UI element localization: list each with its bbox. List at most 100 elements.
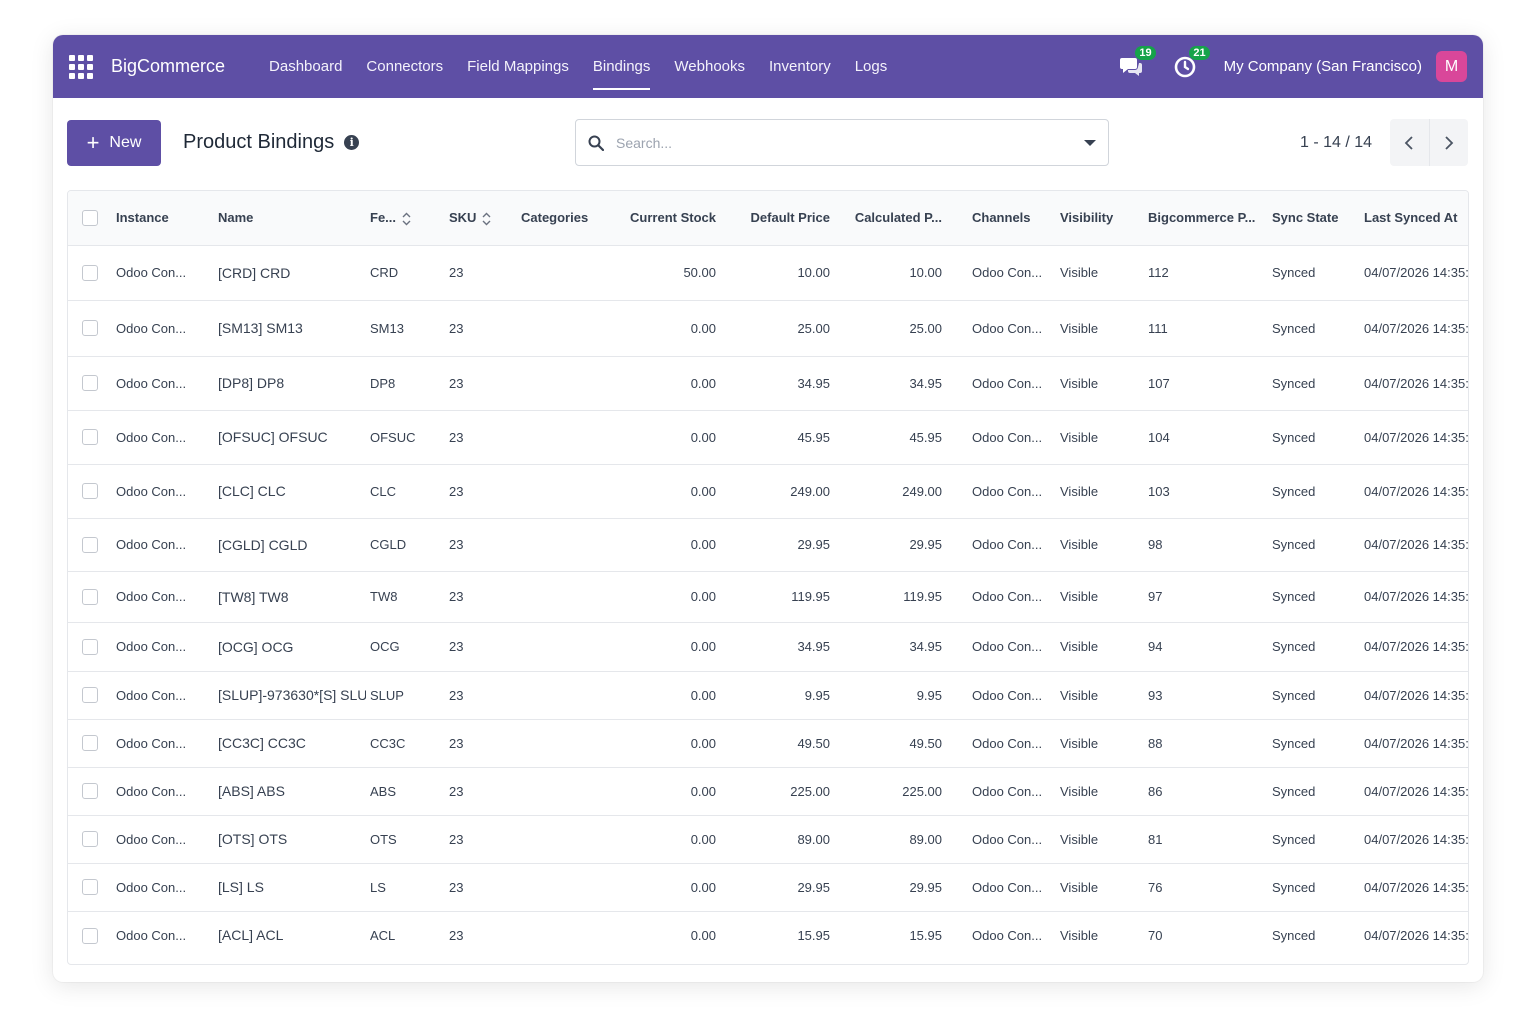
cell-instance: Odoo Con... bbox=[116, 429, 187, 445]
menu-item-webhooks[interactable]: Webhooks bbox=[674, 58, 746, 75]
cell-bigcommerce-product: 86 bbox=[1148, 783, 1163, 799]
column-header-visibility[interactable]: Visibility bbox=[1060, 210, 1114, 226]
table-row[interactable]: Odoo Con... [CC3C] CC3C CC3C 23 0.00 49.50 49.… bbox=[68, 719, 1468, 767]
row-select-checkbox[interactable] bbox=[82, 927, 98, 944]
row-select-checkbox[interactable] bbox=[82, 588, 98, 605]
table-row[interactable]: Odoo Con... [OTS] OTS OTS 23 0.00 89.00 89.00 O… bbox=[68, 815, 1468, 863]
apps-grid-icon[interactable] bbox=[69, 54, 93, 79]
column-header-fe[interactable]: Fe... bbox=[366, 191, 445, 245]
cell-bigcommerce-product: 70 bbox=[1148, 927, 1163, 943]
pager-previous-button[interactable] bbox=[1390, 119, 1429, 166]
column-header-calculated-price[interactable]: Calculated P... bbox=[854, 210, 942, 226]
table-row[interactable]: Odoo Con... [SM13] SM13 SM13 23 0.00 25.00 25.… bbox=[68, 300, 1468, 356]
cell-name: [OTS] OTS bbox=[218, 831, 288, 847]
cell-visibility: Visible bbox=[1060, 589, 1099, 604]
table-row[interactable]: Odoo Con... [CRD] CRD CRD 23 50.00 10.00 10.00… bbox=[68, 245, 1468, 300]
user-avatar[interactable]: M bbox=[1436, 51, 1467, 82]
table-body: Odoo Con... [CRD] CRD CRD 23 50.00 10.00 10.00… bbox=[68, 245, 1469, 959]
cell-sync-state: Synced bbox=[1272, 783, 1316, 799]
cell-fe: CRD bbox=[370, 265, 399, 280]
pager-value[interactable]: 1 - 14 / 14 bbox=[1300, 134, 1373, 151]
cell-sku: 23 bbox=[449, 429, 464, 445]
column-header-default-price[interactable]: Default Price bbox=[750, 210, 830, 226]
cell-sync-state: Synced bbox=[1272, 320, 1316, 336]
company-switcher[interactable]: My Company (San Francisco) bbox=[1223, 58, 1422, 75]
cell-categories bbox=[517, 767, 615, 815]
cell-last-synced-at: 04/07/2026 14:35:35 bbox=[1364, 429, 1469, 445]
row-select-checkbox[interactable] bbox=[82, 483, 98, 500]
table-row[interactable]: Odoo Con... [ACL] ACL ACL 23 0.00 15.95 15.95 O… bbox=[68, 911, 1468, 959]
row-select-checkbox[interactable] bbox=[82, 429, 98, 446]
menu-item-inventory[interactable]: Inventory bbox=[769, 58, 831, 75]
cell-sku: 23 bbox=[449, 687, 464, 703]
top-navbar: BigCommerce Dashboard Connectors Field M… bbox=[53, 35, 1483, 98]
column-header-sync-state[interactable]: Sync State bbox=[1272, 210, 1339, 226]
app-brand[interactable]: BigCommerce bbox=[111, 56, 226, 76]
cell-sku: 23 bbox=[449, 483, 464, 499]
table-row[interactable]: Odoo Con... [LS] LS LS 23 0.00 29.95 29.95 Odoo… bbox=[68, 863, 1468, 911]
cell-categories bbox=[517, 815, 615, 863]
row-select-checkbox[interactable] bbox=[82, 264, 98, 281]
cell-last-synced-at: 04/07/2026 14:35:32 bbox=[1364, 537, 1469, 552]
column-header-name[interactable]: Name bbox=[218, 210, 254, 226]
cell-calculated-price: 225.00 bbox=[902, 783, 942, 799]
table-row[interactable]: Odoo Con... [TW8] TW8 TW8 23 0.00 119.95 119.9… bbox=[68, 571, 1468, 622]
row-select-checkbox[interactable] bbox=[82, 735, 98, 752]
column-header-bigcommerce-product[interactable]: Bigcommerce P... bbox=[1148, 210, 1256, 226]
row-select-checkbox[interactable] bbox=[82, 879, 98, 896]
column-header-sku[interactable]: SKU bbox=[445, 191, 517, 245]
menu-item-logs[interactable]: Logs bbox=[854, 58, 888, 75]
row-select-checkbox[interactable] bbox=[82, 375, 98, 392]
table-row[interactable]: Odoo Con... [OFSUC] OFSUC OFSUC 23 0.00 45.95… bbox=[68, 410, 1469, 464]
table-row[interactable]: Odoo Con... [SLUP]-973630*[S] SLUP SLUP 23 0… bbox=[68, 671, 1468, 719]
cell-categories bbox=[517, 245, 615, 300]
cell-name: [SLUP]-973630*[S] SLUP bbox=[218, 687, 366, 703]
row-select-checkbox[interactable] bbox=[82, 831, 98, 848]
menu-item-dashboard[interactable]: Dashboard bbox=[269, 58, 343, 75]
column-header-instance[interactable]: Instance bbox=[116, 210, 169, 226]
cell-bigcommerce-product: 76 bbox=[1148, 879, 1163, 895]
row-select-checkbox[interactable] bbox=[82, 638, 98, 655]
row-select-checkbox[interactable] bbox=[82, 687, 98, 704]
table-row[interactable]: Odoo Con... [DP8] DP8 DP8 23 0.00 34.95 34.95 O… bbox=[68, 356, 1468, 410]
cell-visibility: Visible bbox=[1060, 375, 1099, 391]
cell-last-synced-at: 04/07/2026 14:35:33 bbox=[1364, 483, 1469, 499]
menu-item-connectors[interactable]: Connectors bbox=[366, 58, 444, 75]
cell-calculated-price: 29.95 bbox=[909, 879, 942, 895]
new-button[interactable]: + New bbox=[67, 120, 161, 166]
cell-fe: SM13 bbox=[370, 320, 404, 336]
search-options-toggle-icon[interactable] bbox=[1084, 139, 1096, 146]
clock-icon[interactable]: 21 bbox=[1170, 45, 1210, 82]
info-icon[interactable]: i bbox=[344, 135, 360, 150]
column-header-channels[interactable]: Channels bbox=[972, 210, 1031, 226]
app-window: BigCommerce Dashboard Connectors Field M… bbox=[53, 35, 1483, 982]
cell-visibility: Visible bbox=[1060, 735, 1099, 751]
cell-categories bbox=[517, 464, 615, 518]
cell-sync-state: Synced bbox=[1272, 265, 1316, 280]
table-row[interactable]: Odoo Con... [OCG] OCG OCG 23 0.00 34.95 34.95 O… bbox=[68, 622, 1469, 671]
pager-next-button[interactable] bbox=[1428, 119, 1469, 166]
cell-last-synced-at: 04/07/2026 14:35:30 bbox=[1364, 639, 1469, 654]
table-row[interactable]: Odoo Con... [CLC] CLC CLC 23 0.00 249.00 249.0… bbox=[68, 464, 1469, 518]
cell-sync-state: Synced bbox=[1272, 687, 1316, 703]
menu-item-bindings[interactable]: Bindings bbox=[581, 35, 663, 98]
row-select-checkbox[interactable] bbox=[82, 536, 98, 553]
menu-item-field-mappings[interactable]: Field Mappings bbox=[467, 58, 569, 75]
chat-icon[interactable]: 19 bbox=[1116, 45, 1156, 82]
column-header-current-stock[interactable]: Current Stock bbox=[630, 210, 716, 226]
cell-sync-state: Synced bbox=[1272, 375, 1316, 391]
search-input[interactable] bbox=[616, 134, 1084, 151]
column-header-categories[interactable]: Categories bbox=[521, 210, 589, 226]
cell-sku: 23 bbox=[449, 831, 464, 847]
cell-sync-state: Synced bbox=[1272, 537, 1316, 552]
column-header-last-synced-at[interactable]: Last Synced At bbox=[1364, 210, 1458, 226]
table-row[interactable]: Odoo Con... [ABS] ABS ABS 23 0.00 225.00 225.0… bbox=[68, 767, 1468, 815]
cell-instance: Odoo Con... bbox=[116, 735, 187, 751]
row-select-checkbox[interactable] bbox=[82, 783, 98, 800]
table-row[interactable]: Odoo Con... [CGLD] CGLD CGLD 23 0.00 29.95 29.… bbox=[68, 518, 1469, 571]
cell-default-price: 29.95 bbox=[797, 879, 830, 895]
table-header-row: Instance Name Fe... SKU Categories Curre… bbox=[68, 191, 1468, 245]
cell-calculated-price: 89.00 bbox=[909, 831, 942, 847]
select-all-checkbox[interactable] bbox=[82, 210, 98, 227]
row-select-checkbox[interactable] bbox=[82, 320, 98, 337]
